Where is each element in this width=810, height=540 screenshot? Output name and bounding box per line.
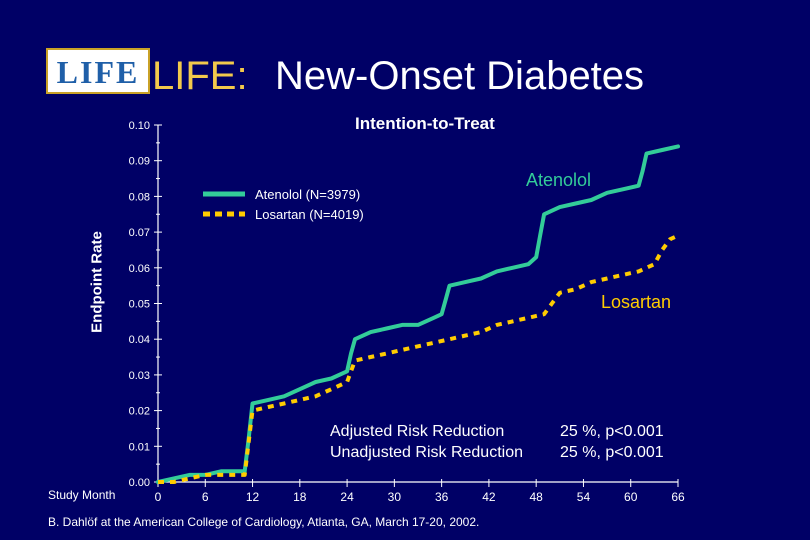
x-tick-label: 66 — [671, 490, 685, 504]
chart-subtitle: Intention-to-Treat — [355, 114, 495, 133]
legend-label-0: Atenolol (N=3979) — [255, 187, 360, 202]
x-tick-label: 24 — [340, 490, 354, 504]
y-tick-label: 0.08 — [129, 191, 150, 203]
legend-label-1: Losartan (N=4019) — [255, 207, 364, 222]
y-tick-label: 0.05 — [129, 299, 150, 311]
page-title: New-Onset Diabetes — [275, 54, 645, 98]
x-tick-label: 48 — [530, 490, 544, 504]
series-atenolol-label: Atenolol — [526, 170, 591, 190]
life-logo: LIFE — [46, 48, 150, 94]
citation: B. Dahlöf at the American College of Car… — [48, 515, 480, 529]
unadjusted-label: Unadjusted Risk Reduction — [330, 444, 523, 461]
x-tick-label: 30 — [388, 490, 402, 504]
x-tick-label: 18 — [293, 490, 307, 504]
unadjusted-row: Unadjusted Risk Reduction 25 %, p<0.001 — [330, 444, 664, 462]
chart-series: Atenolol Losartan — [156, 144, 680, 484]
y-tick-label: 0.00 — [129, 477, 150, 489]
adjusted-label: Adjusted Risk Reduction — [330, 423, 505, 440]
y-tick-label: 0.06 — [129, 263, 150, 275]
y-tick-label: 0.09 — [129, 156, 150, 168]
logo-text: LIFE — [56, 54, 140, 90]
adjusted-value: 25 %, p<0.001 — [560, 423, 664, 440]
unadjusted-value: 25 %, p<0.001 — [560, 444, 664, 461]
x-tick-label: 12 — [246, 490, 260, 504]
x-tick-label: 54 — [577, 490, 591, 504]
series-losartan-label: Losartan — [601, 292, 671, 312]
y-tick-label: 0.01 — [129, 441, 150, 453]
x-tick-label: 42 — [482, 490, 496, 504]
y-tick-label: 0.10 — [129, 120, 150, 132]
x-tick-label: 6 — [202, 490, 209, 504]
chart-axes: 0.00 0.01 0.02 0.03 0.04 0.05 0.06 0.07 0.08 0.09… — [48, 120, 685, 504]
y-tick-label: 0.03 — [129, 370, 150, 382]
y-tick-label: 0.07 — [129, 227, 150, 239]
x-tick-label: 36 — [435, 490, 449, 504]
adjusted-row: Adjusted Risk Reduction 25 %, p<0.001 — [330, 423, 664, 441]
x-axis-label: Study Month — [48, 488, 115, 502]
y-tick-label: 0.02 — [129, 406, 150, 418]
x-tick-label: 0 — [155, 490, 162, 504]
title-prefix: LIFE: — [152, 54, 248, 98]
y-tick-label: 0.04 — [129, 334, 150, 346]
x-tick-label: 60 — [624, 490, 638, 504]
chart-legend: Atenolol (N=3979) Losartan (N=4019) — [203, 187, 364, 222]
